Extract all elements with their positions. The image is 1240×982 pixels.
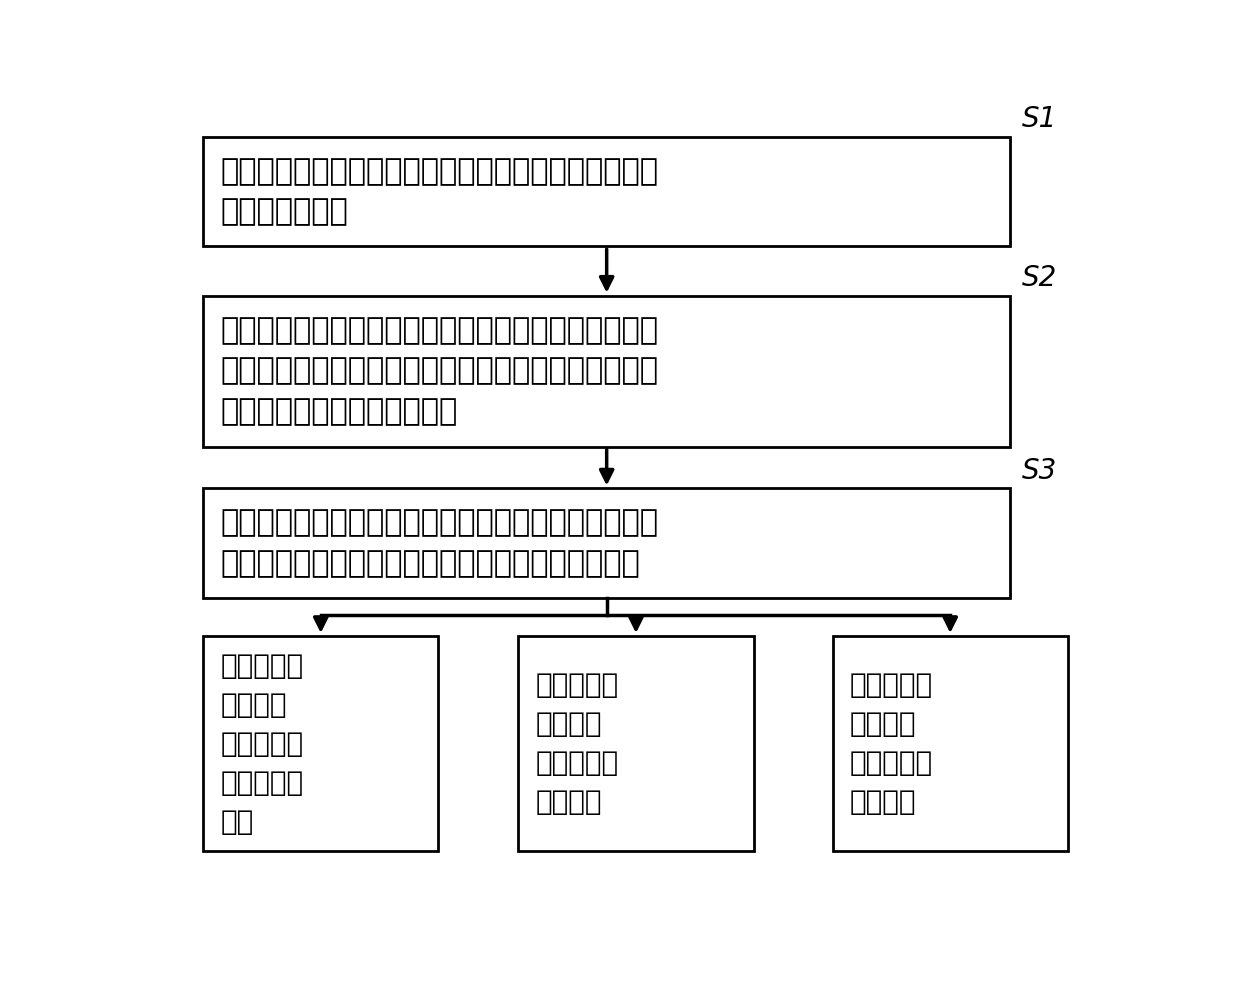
Text: S3: S3: [1022, 457, 1056, 484]
Bar: [203, 296, 1011, 447]
Bar: [203, 635, 439, 851]
Bar: [518, 635, 754, 851]
Text: 根据计算出的等效平均风速和永磁直驱风力发电机组额
定风速的关系控制永磁直驱风力发电机组的功率输出: 根据计算出的等效平均风速和永磁直驱风力发电机组额 定风速的关系控制永磁直驱风力发…: [221, 509, 658, 578]
Bar: [203, 136, 1011, 246]
Bar: [832, 635, 1068, 851]
Text: 通过当前风速、永磁直驱风力发电机组的实时功率、转
速、桨距角的值，利用等效风速法计算得到轮毂中心正
面接受的风速即等效平均风速: 通过当前风速、永磁直驱风力发电机组的实时功率、转 速、桨距角的值，利用等效风速法…: [221, 316, 658, 426]
Text: S2: S2: [1022, 264, 1056, 292]
Bar: [203, 488, 1011, 598]
Text: 检测当前风速和永磁直驱风力发电机组的实时功率、转
速、桨距角的值: 检测当前风速和永磁直驱风力发电机组的实时功率、转 速、桨距角的值: [221, 157, 658, 226]
Text: 当前风速超
过额定风
速，采用恒
转速控制: 当前风速超 过额定风 速，采用恒 转速控制: [536, 671, 619, 816]
Text: 当前风速低
于额定风
速，采用最
大功率跟踪
控制: 当前风速低 于额定风 速，采用最 大功率跟踪 控制: [221, 651, 304, 836]
Text: 当前风速超
过额定风
速，采用恒
功率控制: 当前风速超 过额定风 速，采用恒 功率控制: [849, 671, 932, 816]
Text: S1: S1: [1022, 105, 1056, 133]
